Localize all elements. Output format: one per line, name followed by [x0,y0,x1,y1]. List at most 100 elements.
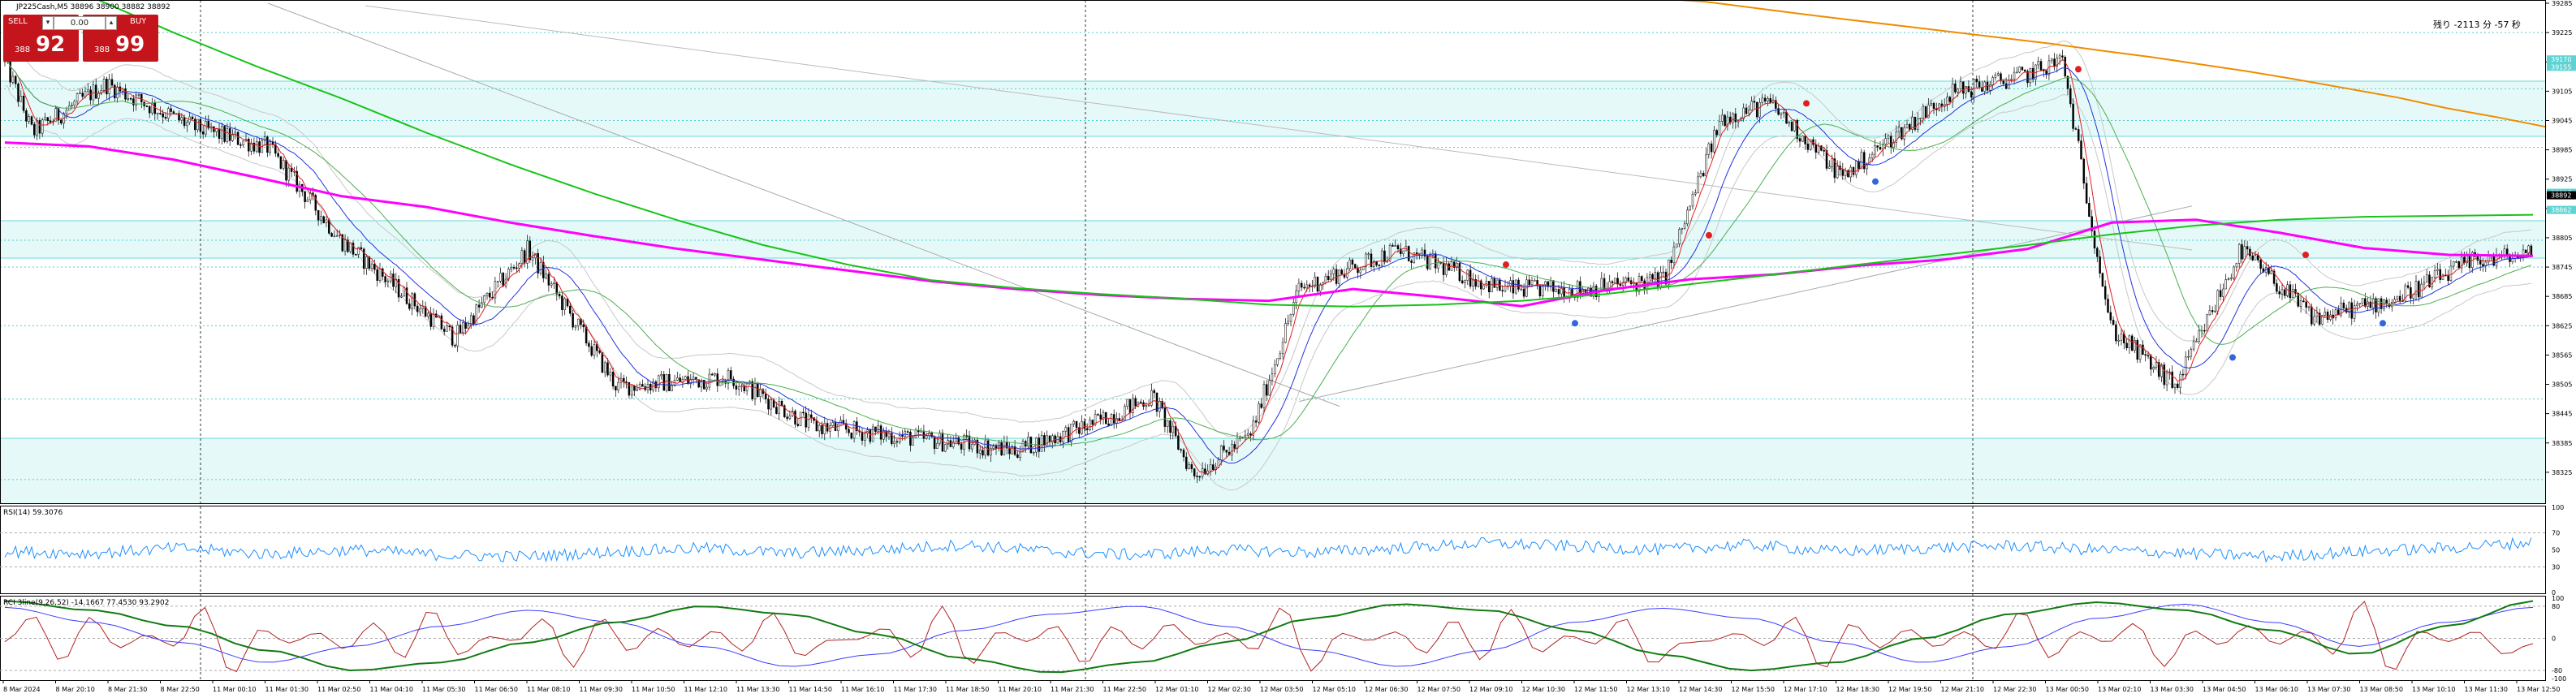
lot-increase-button[interactable]: ▴ [106,16,117,30]
candle-body [1777,108,1780,115]
candle-body [1691,193,1694,207]
candle-body [1884,138,1887,144]
candle-body [617,381,619,390]
candle-body [1021,441,1025,453]
candle-body [598,350,601,353]
candle-body [861,432,864,441]
candle-body [167,108,170,118]
candle-body [1075,420,1078,429]
candle-body [266,136,269,153]
candle-body [2203,330,2206,332]
candle-body [2227,278,2230,281]
price-tick-label: 39045 [2552,117,2572,124]
candle-body [2257,255,2259,261]
candle-body [877,425,880,432]
candle-body [1147,405,1150,407]
candle-body [1948,97,1952,102]
candle-body [810,414,813,418]
candle-body [1887,136,1890,139]
candle-body [17,83,19,102]
candle-body [1831,158,1833,167]
candle-body [218,128,221,139]
signal-dots [1503,66,2386,361]
candle-body [440,315,443,330]
candle-body [2278,291,2280,295]
candle-body [783,405,786,417]
candle-body [705,386,708,390]
candle-body [2299,300,2302,307]
candle-body [1724,114,1726,127]
candle-body [1614,278,1616,283]
candle-body [427,312,429,317]
candle-body [1276,358,1279,365]
time-axis: 8 Mar 2024 8 Mar 20:10 8 Mar 21:30 8 Mar 22… [2,680,2560,693]
candle-body [1410,261,1413,263]
candle-body [2222,288,2224,297]
ma-green-fast [4,58,2532,446]
candle-body [821,424,823,434]
candle-body [1297,282,1301,291]
candle-body [1219,446,1223,460]
candle-body [995,446,998,449]
candle-body [2361,298,2364,304]
candle-body [788,415,792,419]
candle-body [2130,335,2134,351]
price-panel-border [0,0,2546,504]
candle-body [1621,282,1625,286]
candle-body [700,380,703,388]
candle-body [1453,261,1456,268]
candle-body [947,440,949,445]
candle-body [1011,446,1014,455]
candle-body [145,106,149,107]
candle-body [2530,245,2533,256]
candle-body [2380,298,2383,309]
candle-body [352,243,355,255]
candle-body [1287,321,1289,324]
candle-body [2109,312,2112,321]
candle-body [925,435,928,439]
candle-body [1193,468,1196,476]
candle-body [1458,263,1461,282]
candle-body [2206,314,2208,331]
candle-body [1139,401,1142,403]
time-tick-label: 13 Mar 12:50 [2517,686,2560,693]
candle-body [1394,245,1396,247]
candle-body [1927,105,1930,118]
sell-button[interactable]: SELL 388 92 [3,15,79,62]
candle-body [153,102,157,114]
candle-body [1901,127,1903,140]
candle-body [1544,281,1547,286]
candle-body [2147,355,2150,357]
candle-body [864,433,866,441]
candle-body [110,79,114,86]
candle-body [2142,344,2144,355]
candle-body [778,400,780,414]
candle-body [2233,266,2235,278]
candle-body [1493,278,1496,288]
candle-body [951,442,955,447]
price-tick-label: 38625 [2552,322,2572,330]
time-tick-label: 12 Mar 22:30 [1993,686,2036,693]
candle-body [1343,274,1346,278]
lot-size-input[interactable]: 0.00 [54,16,106,30]
candle-body [2077,129,2080,141]
candle-body [1763,97,1767,101]
lot-decrease-button[interactable]: ▾ [42,16,54,30]
candle-body [2096,248,2099,257]
rsi-tick-label: 50 [2552,547,2560,554]
candle-body [2457,261,2461,269]
candle-body [2171,371,2173,388]
candle-body [1340,269,1343,274]
candle-body [1107,423,1110,426]
candle-body [1734,113,1737,123]
candle-body [2476,256,2479,261]
candle-body [231,133,234,141]
time-tick-label: 8 Mar 20:10 [56,686,95,693]
candle-body [2414,281,2418,295]
candle-body [2066,75,2069,89]
signal-dot [2229,354,2236,361]
candle-body [1761,97,1764,103]
rsi-tick-label: 70 [2552,530,2560,537]
candle-body [499,273,502,282]
